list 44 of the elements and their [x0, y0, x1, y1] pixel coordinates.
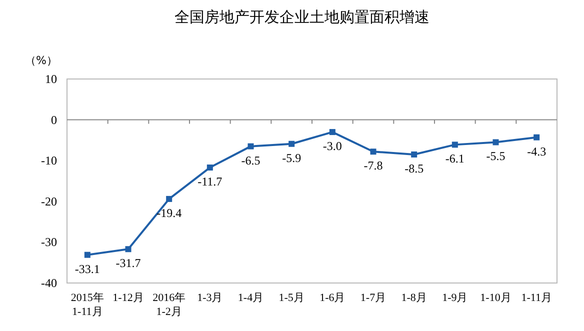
point [248, 143, 254, 150]
chart-title: 全国房地产开发企业土地购置面积增速 [174, 8, 430, 26]
data-label: -6.5 [241, 153, 260, 168]
x-tick-label: 1-7月 [360, 292, 386, 304]
y-axis-title: （%） [25, 54, 58, 67]
point [206, 164, 213, 171]
y-tick-label: -30 [41, 235, 57, 250]
x-tick-label: 1-10月 [480, 292, 512, 304]
point [370, 148, 376, 155]
data-label: -5.9 [282, 150, 302, 165]
x-tick-label: 1-12月 [112, 292, 144, 304]
y-tick-label: 0 [51, 112, 57, 127]
point [329, 129, 336, 136]
point [125, 246, 132, 252]
x-tick-label: 2015年 1-11月 [70, 292, 104, 318]
x-tick-label: 1-3月 [197, 292, 223, 304]
data-label: -6.1 [445, 152, 464, 166]
data-label: -7.8 [364, 158, 383, 173]
data-label: -8.5 [404, 161, 424, 176]
data-label: -11.7 [198, 174, 222, 189]
point [452, 142, 458, 148]
y-tick-label: 10 [45, 72, 57, 86]
data-label: -3.0 [322, 139, 342, 154]
point [492, 139, 499, 146]
y-tick-label: -20 [41, 194, 57, 208]
data-label: -4.3 [527, 144, 546, 158]
x-tick-label: 1-5月 [278, 292, 304, 304]
point [534, 134, 540, 140]
x-tick-label: 1-11月 [521, 292, 552, 304]
y-tick-label: -10 [41, 154, 57, 168]
x-tick-label: 1-6月 [320, 292, 346, 304]
x-tick-label: 1-4月 [238, 292, 264, 304]
point [84, 252, 90, 258]
data-label: -33.1 [74, 262, 100, 276]
point [166, 196, 172, 202]
y-tick-label: -40 [41, 276, 57, 290]
x-tick-label: 1-9月 [442, 292, 468, 304]
point [411, 151, 418, 158]
x-tick-label: 2016年 1-2月 [152, 292, 186, 318]
data-label: -19.4 [156, 206, 182, 220]
point [288, 140, 295, 147]
data-label: -31.7 [116, 256, 141, 270]
data-label: -5.5 [486, 149, 506, 164]
x-tick-label: 1-8月 [401, 292, 427, 304]
